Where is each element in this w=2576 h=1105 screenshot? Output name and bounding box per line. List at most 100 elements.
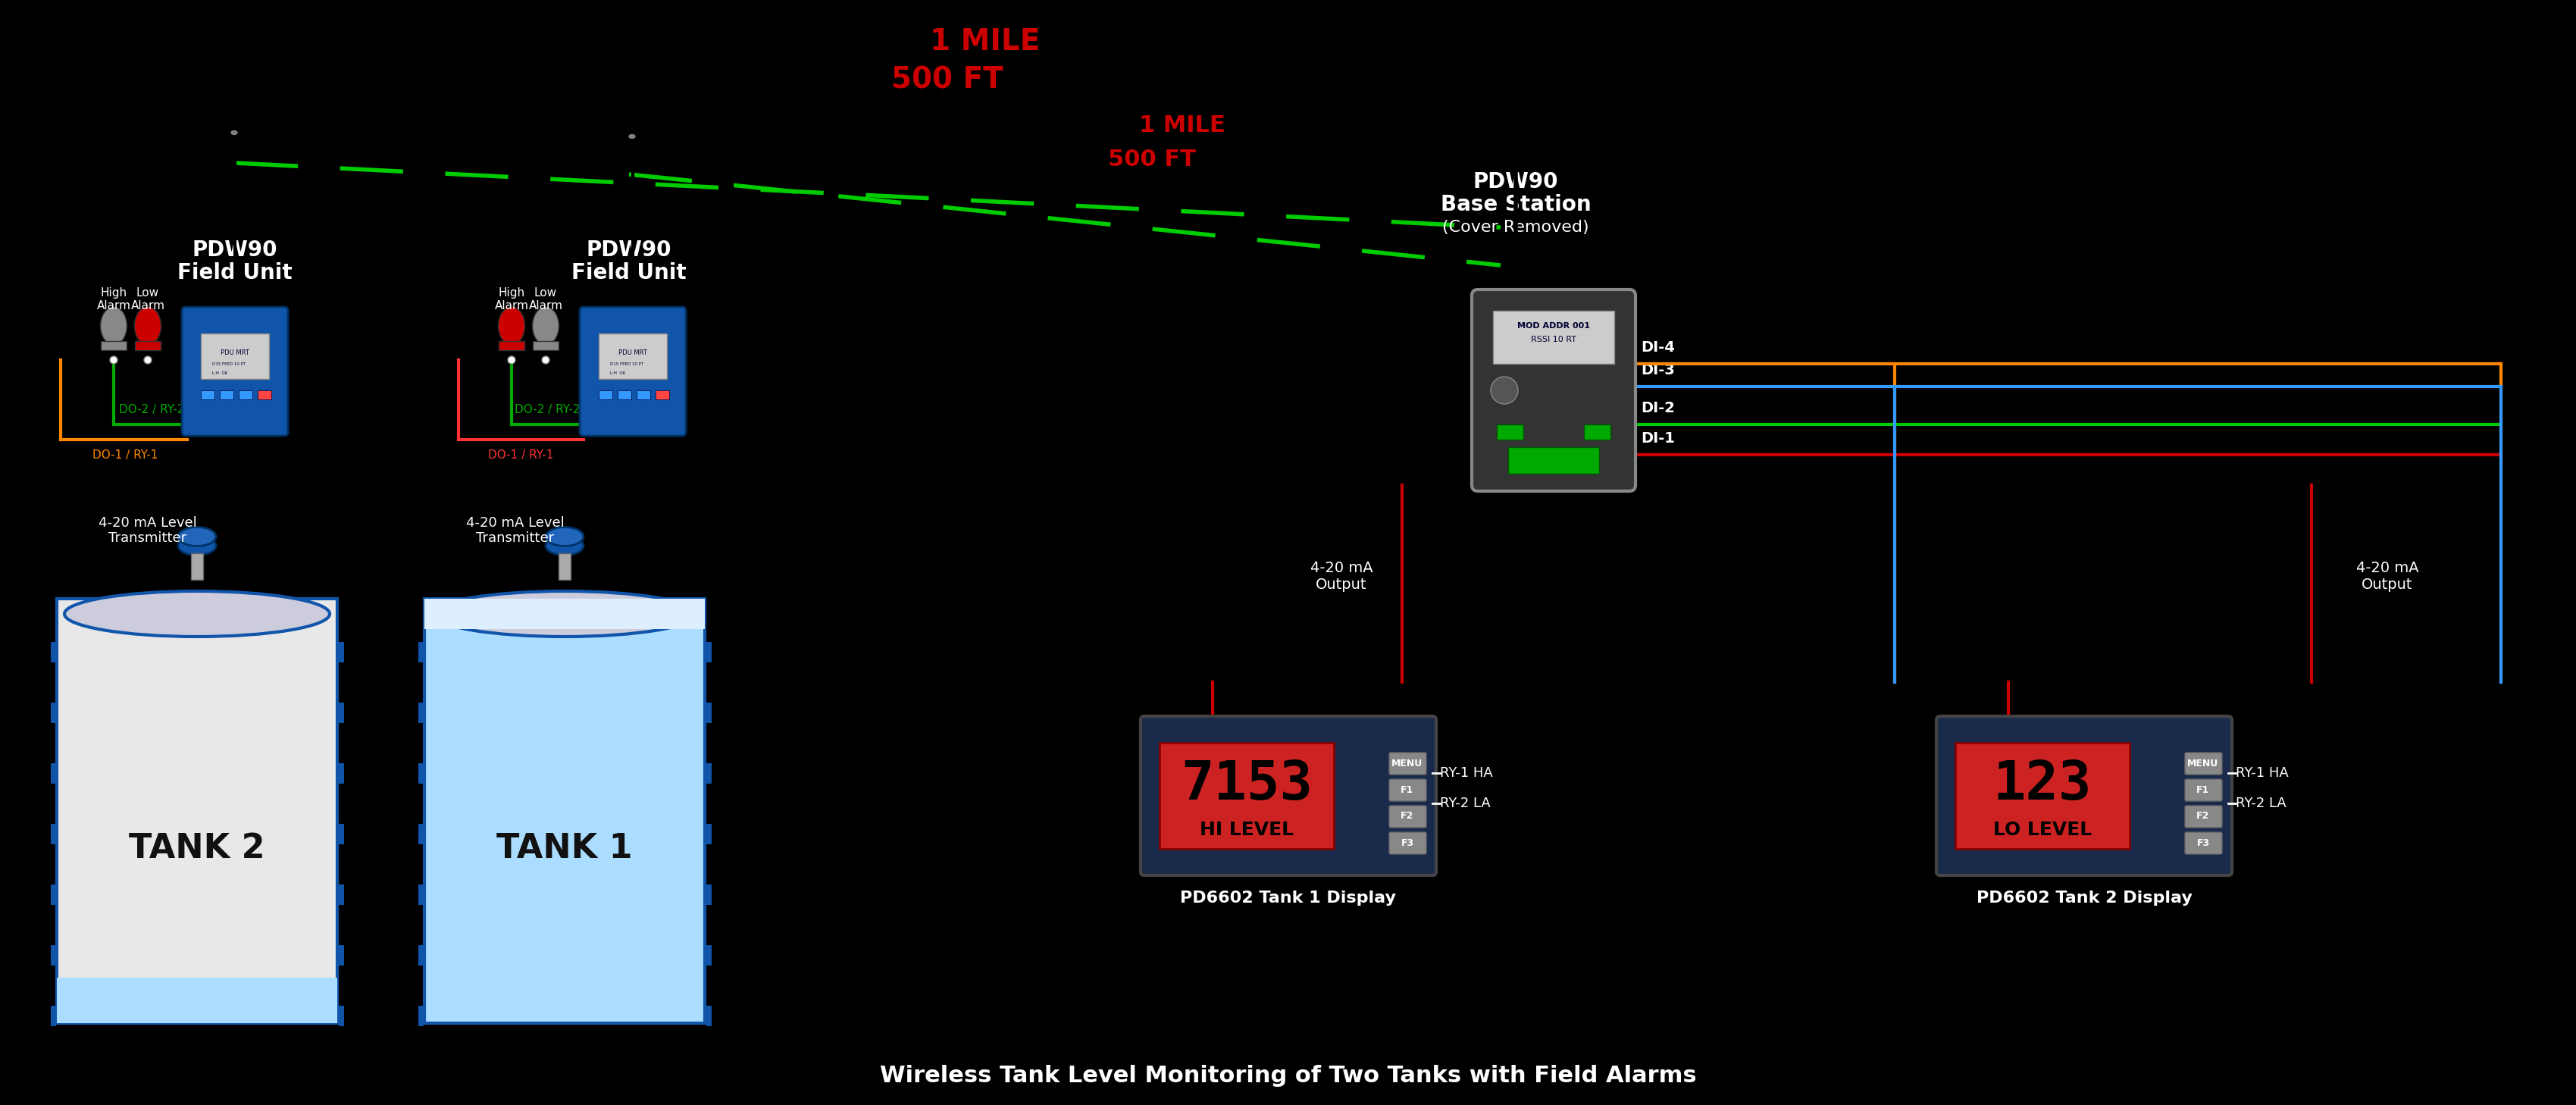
Text: RY-1 HA: RY-1 HA bbox=[1440, 766, 1494, 780]
Text: DI-1: DI-1 bbox=[1641, 431, 1674, 445]
Bar bbox=[1494, 311, 1615, 364]
FancyBboxPatch shape bbox=[183, 307, 289, 435]
Bar bbox=[500, 341, 526, 350]
FancyBboxPatch shape bbox=[2184, 779, 2223, 801]
Bar bbox=[100, 341, 126, 350]
Bar bbox=[201, 334, 268, 379]
FancyBboxPatch shape bbox=[1388, 806, 1427, 828]
Ellipse shape bbox=[433, 591, 698, 636]
Text: F1: F1 bbox=[2197, 785, 2210, 794]
Text: RSSI 10 RT: RSSI 10 RT bbox=[1530, 336, 1577, 344]
Text: High
Alarm: High Alarm bbox=[98, 287, 131, 312]
Text: DI-4: DI-4 bbox=[1641, 340, 1674, 355]
Text: 1 MILE: 1 MILE bbox=[1139, 114, 1226, 136]
Bar bbox=[1584, 424, 1610, 440]
Bar bbox=[533, 341, 559, 350]
Circle shape bbox=[541, 356, 549, 364]
Text: High
Alarm: High Alarm bbox=[495, 287, 528, 312]
Ellipse shape bbox=[232, 130, 237, 135]
Text: F3: F3 bbox=[2197, 838, 2210, 848]
Ellipse shape bbox=[100, 307, 126, 345]
Bar bbox=[1159, 743, 1334, 849]
Text: Low
Alarm: Low Alarm bbox=[528, 287, 562, 312]
Ellipse shape bbox=[178, 527, 216, 546]
Circle shape bbox=[111, 356, 118, 364]
Bar bbox=[258, 390, 270, 399]
Bar bbox=[191, 554, 204, 580]
FancyBboxPatch shape bbox=[2184, 832, 2223, 854]
Text: Wireless Tank Level Monitoring of Two Tanks with Field Alarms: Wireless Tank Level Monitoring of Two Ta… bbox=[881, 1065, 1698, 1087]
Bar bbox=[57, 978, 337, 1023]
Text: D15 FEED 10 PT: D15 FEED 10 PT bbox=[211, 362, 245, 366]
Text: F2: F2 bbox=[2197, 811, 2210, 821]
Text: RY-2 LA: RY-2 LA bbox=[2236, 797, 2287, 810]
Text: Base Station: Base Station bbox=[1440, 194, 1592, 215]
FancyBboxPatch shape bbox=[2184, 806, 2223, 828]
Bar bbox=[57, 599, 337, 1023]
Text: DO-2 / RY-2: DO-2 / RY-2 bbox=[515, 404, 580, 415]
Ellipse shape bbox=[533, 307, 559, 345]
Text: F1: F1 bbox=[1401, 785, 1414, 794]
FancyBboxPatch shape bbox=[1141, 716, 1437, 875]
Text: Low
Alarm: Low Alarm bbox=[131, 287, 165, 312]
Bar bbox=[1497, 424, 1522, 440]
Text: L:H  OK: L:H OK bbox=[211, 371, 227, 375]
Bar bbox=[654, 390, 670, 399]
Bar bbox=[425, 599, 706, 1023]
Bar bbox=[201, 390, 214, 399]
Bar bbox=[134, 341, 160, 350]
Bar bbox=[598, 390, 613, 399]
Text: 7153: 7153 bbox=[1180, 758, 1314, 811]
Text: (Cover Removed): (Cover Removed) bbox=[1443, 220, 1589, 235]
Ellipse shape bbox=[64, 591, 330, 636]
Text: MOD ADDR 001: MOD ADDR 001 bbox=[1517, 322, 1589, 329]
Text: 4-20 mA
Output: 4-20 mA Output bbox=[1311, 560, 1373, 591]
Text: RY-1 HA: RY-1 HA bbox=[2236, 766, 2287, 780]
Text: PDW90: PDW90 bbox=[587, 240, 672, 261]
Circle shape bbox=[1492, 377, 1517, 404]
Ellipse shape bbox=[178, 536, 216, 555]
Text: 1 MILE: 1 MILE bbox=[930, 28, 1041, 56]
Bar bbox=[240, 390, 252, 399]
Ellipse shape bbox=[134, 307, 162, 345]
Circle shape bbox=[507, 356, 515, 364]
Bar bbox=[425, 599, 706, 629]
Text: LO LEVEL: LO LEVEL bbox=[1994, 821, 2092, 839]
Text: DO-2 / RY-2: DO-2 / RY-2 bbox=[118, 404, 185, 415]
Text: PDW90: PDW90 bbox=[193, 240, 278, 261]
Text: F3: F3 bbox=[1401, 838, 1414, 848]
Text: DO-1 / RY-1: DO-1 / RY-1 bbox=[93, 450, 157, 461]
Bar bbox=[598, 334, 667, 379]
Text: TANK 1: TANK 1 bbox=[497, 832, 634, 865]
Text: Field Unit: Field Unit bbox=[572, 262, 685, 284]
Bar bbox=[636, 390, 649, 399]
Text: 4-20 mA
Output: 4-20 mA Output bbox=[2357, 560, 2419, 591]
FancyBboxPatch shape bbox=[580, 307, 685, 435]
Text: F2: F2 bbox=[1401, 811, 1414, 821]
Text: Field Unit: Field Unit bbox=[178, 262, 294, 284]
Text: DI-2: DI-2 bbox=[1641, 401, 1674, 415]
Text: PDU MRT: PDU MRT bbox=[618, 349, 647, 356]
Text: MENU: MENU bbox=[1391, 758, 1422, 768]
Text: MENU: MENU bbox=[2187, 758, 2218, 768]
FancyBboxPatch shape bbox=[1388, 779, 1427, 801]
Text: HI LEVEL: HI LEVEL bbox=[1200, 821, 1293, 839]
FancyBboxPatch shape bbox=[2184, 753, 2223, 775]
FancyBboxPatch shape bbox=[1388, 753, 1427, 775]
Ellipse shape bbox=[497, 307, 526, 345]
Text: 500 FT: 500 FT bbox=[891, 65, 1002, 94]
Text: 4-20 mA Level
Transmitter: 4-20 mA Level Transmitter bbox=[466, 516, 564, 545]
Text: 500 FT: 500 FT bbox=[1108, 148, 1195, 170]
Bar bbox=[219, 390, 234, 399]
Text: 123: 123 bbox=[1994, 758, 2092, 811]
Text: DO-1 / RY-1: DO-1 / RY-1 bbox=[487, 450, 554, 461]
Ellipse shape bbox=[629, 135, 636, 138]
Text: PD6602 Tank 2 Display: PD6602 Tank 2 Display bbox=[1976, 891, 2192, 906]
Text: PD6602 Tank 1 Display: PD6602 Tank 1 Display bbox=[1180, 891, 1396, 906]
Text: D15 FEED 10 PT: D15 FEED 10 PT bbox=[611, 362, 644, 366]
Bar bbox=[618, 390, 631, 399]
FancyBboxPatch shape bbox=[1471, 290, 1636, 491]
Text: PDW90: PDW90 bbox=[1473, 171, 1558, 192]
Ellipse shape bbox=[546, 527, 585, 546]
Ellipse shape bbox=[546, 536, 585, 555]
